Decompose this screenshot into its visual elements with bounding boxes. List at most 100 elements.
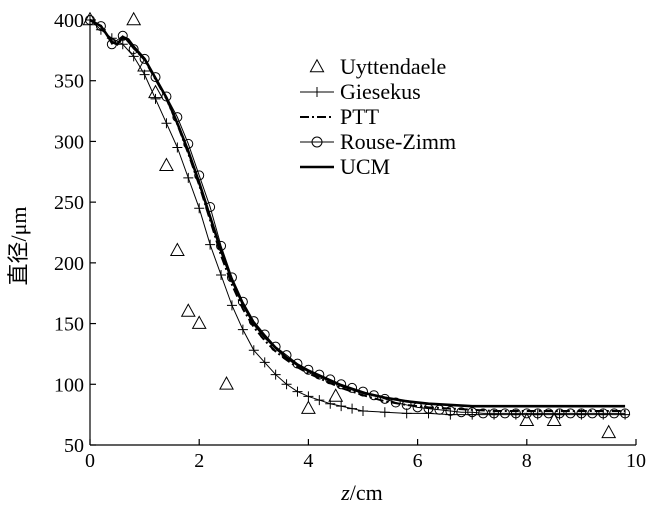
- legend-circle-icon: [311, 136, 323, 148]
- data-point: [445, 406, 456, 416]
- legend-triangle-icon: [309, 58, 325, 73]
- data-point: [303, 391, 314, 402]
- x-tick-label: 8: [522, 450, 532, 472]
- data-point: [191, 315, 207, 329]
- y-tick-label: 150: [54, 314, 84, 336]
- data-point: [126, 11, 142, 26]
- y-tick-label: 400: [54, 10, 84, 32]
- data-point: [358, 406, 368, 416]
- data-point: [205, 202, 216, 212]
- data-point: [546, 412, 562, 427]
- data-point: [328, 388, 344, 402]
- data-point: [139, 53, 150, 64]
- data-point: [467, 409, 478, 420]
- legend-label: PTT: [340, 104, 380, 129]
- data-point: [281, 379, 292, 390]
- data-point: [194, 203, 205, 214]
- data-point: [270, 369, 281, 380]
- data-point: [467, 407, 478, 418]
- data-point: [219, 376, 234, 390]
- y-tick-label: 250: [54, 192, 84, 214]
- data-point: [532, 408, 543, 419]
- data-point: [489, 408, 500, 419]
- data-point: [519, 412, 535, 427]
- data-point: [128, 51, 139, 62]
- data-point: [510, 408, 521, 419]
- data-point: [314, 395, 325, 406]
- data-point: [139, 69, 150, 80]
- series-ucm: [89, 18, 626, 408]
- data-point: [390, 397, 401, 408]
- series-uyttendaele: [82, 11, 617, 439]
- x-axis-ticks: 0 2 4 6 8 10: [85, 439, 646, 472]
- data-point: [183, 172, 194, 183]
- data-point: [292, 386, 303, 397]
- y-axis-ticks: 50 100 150 200 250 300 350 400: [54, 10, 96, 457]
- legend-item: Rouse-Zimm: [300, 129, 456, 154]
- data-point: [456, 407, 467, 418]
- data-point: [172, 142, 183, 153]
- data-point: [478, 408, 489, 419]
- data-point: [95, 21, 106, 32]
- data-point: [259, 329, 270, 340]
- data-point: [169, 242, 185, 257]
- data-point: [117, 30, 128, 41]
- legend-plus-icon: [312, 87, 322, 97]
- data-point: [248, 345, 259, 356]
- legend-label: Uyttendaele: [340, 54, 446, 79]
- legend-item: Uyttendaele: [309, 54, 446, 79]
- x-axis-label: z/cm: [340, 480, 383, 505]
- data-point: [117, 39, 128, 50]
- legend-label: Giesekus: [340, 79, 421, 104]
- legend-item: UCM: [300, 154, 390, 179]
- data-point: [379, 407, 390, 418]
- data-point: [620, 408, 631, 419]
- data-point: [554, 408, 565, 419]
- data-point: [499, 408, 510, 419]
- x-tick-label: 0: [85, 450, 95, 472]
- data-point: [161, 118, 172, 129]
- data-point: [226, 300, 237, 311]
- x-tick-label: 6: [413, 450, 423, 472]
- data-point: [300, 400, 316, 414]
- legend-label: Rouse-Zimm: [340, 129, 456, 154]
- y-axis-label: 直径/μm: [6, 206, 31, 285]
- data-point: [336, 401, 347, 412]
- x-tick-label: 4: [303, 450, 313, 472]
- data-point: [150, 72, 161, 83]
- data-point: [601, 424, 617, 439]
- data-point: [248, 316, 259, 327]
- y-tick-label: 300: [54, 131, 84, 153]
- x-tick-label: 10: [626, 450, 646, 472]
- data-point: [216, 270, 227, 280]
- y-tick-label: 50: [64, 435, 84, 457]
- data-point: [347, 403, 358, 414]
- data-point: [587, 408, 598, 419]
- data-point: [85, 15, 95, 25]
- data-point: [543, 408, 554, 419]
- data-point: [401, 408, 412, 419]
- x-axis-label-var: z: [340, 480, 350, 505]
- data-point: [325, 398, 336, 409]
- data-point: [259, 357, 270, 368]
- data-point: [521, 408, 532, 419]
- x-tick-label: 2: [194, 450, 204, 472]
- x-axis-label-unit: /cm: [350, 480, 383, 505]
- legend-item: Giesekus: [300, 79, 421, 104]
- data-point: [237, 324, 248, 335]
- series-line: [89, 18, 626, 408]
- data-point: [576, 408, 587, 419]
- y-tick-label: 100: [54, 374, 84, 396]
- y-tick-label: 200: [54, 253, 84, 275]
- data-point: [205, 239, 216, 250]
- series-layer: [82, 11, 631, 439]
- data-point: [565, 408, 576, 419]
- data-point: [609, 408, 620, 419]
- y-tick-label: 350: [54, 71, 84, 93]
- legend-label: UCM: [340, 154, 390, 179]
- data-point: [270, 341, 281, 352]
- legend-item: PTT: [300, 104, 380, 129]
